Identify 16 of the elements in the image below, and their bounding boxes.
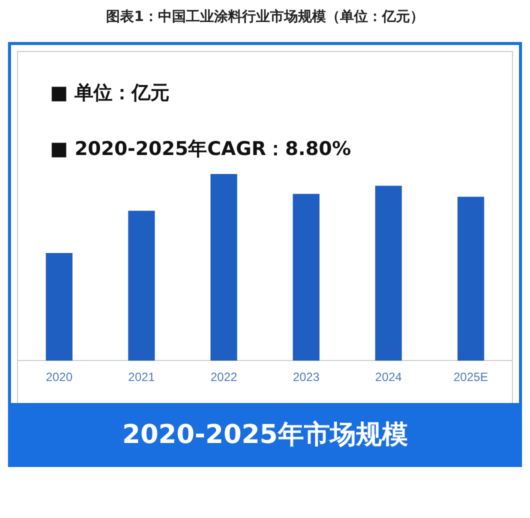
text: ■ 单位：亿元 <box>50 81 170 106</box>
text: ■ 2020-2025年CAGR：8.80% <box>50 137 352 162</box>
x-tick-label: 2025E <box>453 370 488 384</box>
x-tick-label: 2020 <box>46 370 73 384</box>
x-tick-label: 2023 <box>292 370 320 384</box>
bar <box>292 194 320 361</box>
x-tick-label: 2021 <box>128 370 156 384</box>
bar <box>128 210 155 361</box>
x-tick-label: 2024 <box>375 370 402 384</box>
x-axis-title: 2020-2025年市场规模 <box>8 403 522 467</box>
x-tick-label: 2022 <box>210 370 238 384</box>
bar <box>458 196 484 361</box>
bar <box>210 174 238 361</box>
bar <box>375 186 402 361</box>
chart-title: 图表1：中国工业涂料行业市场规模（单位：亿元） <box>105 8 425 26</box>
bar <box>46 252 72 361</box>
